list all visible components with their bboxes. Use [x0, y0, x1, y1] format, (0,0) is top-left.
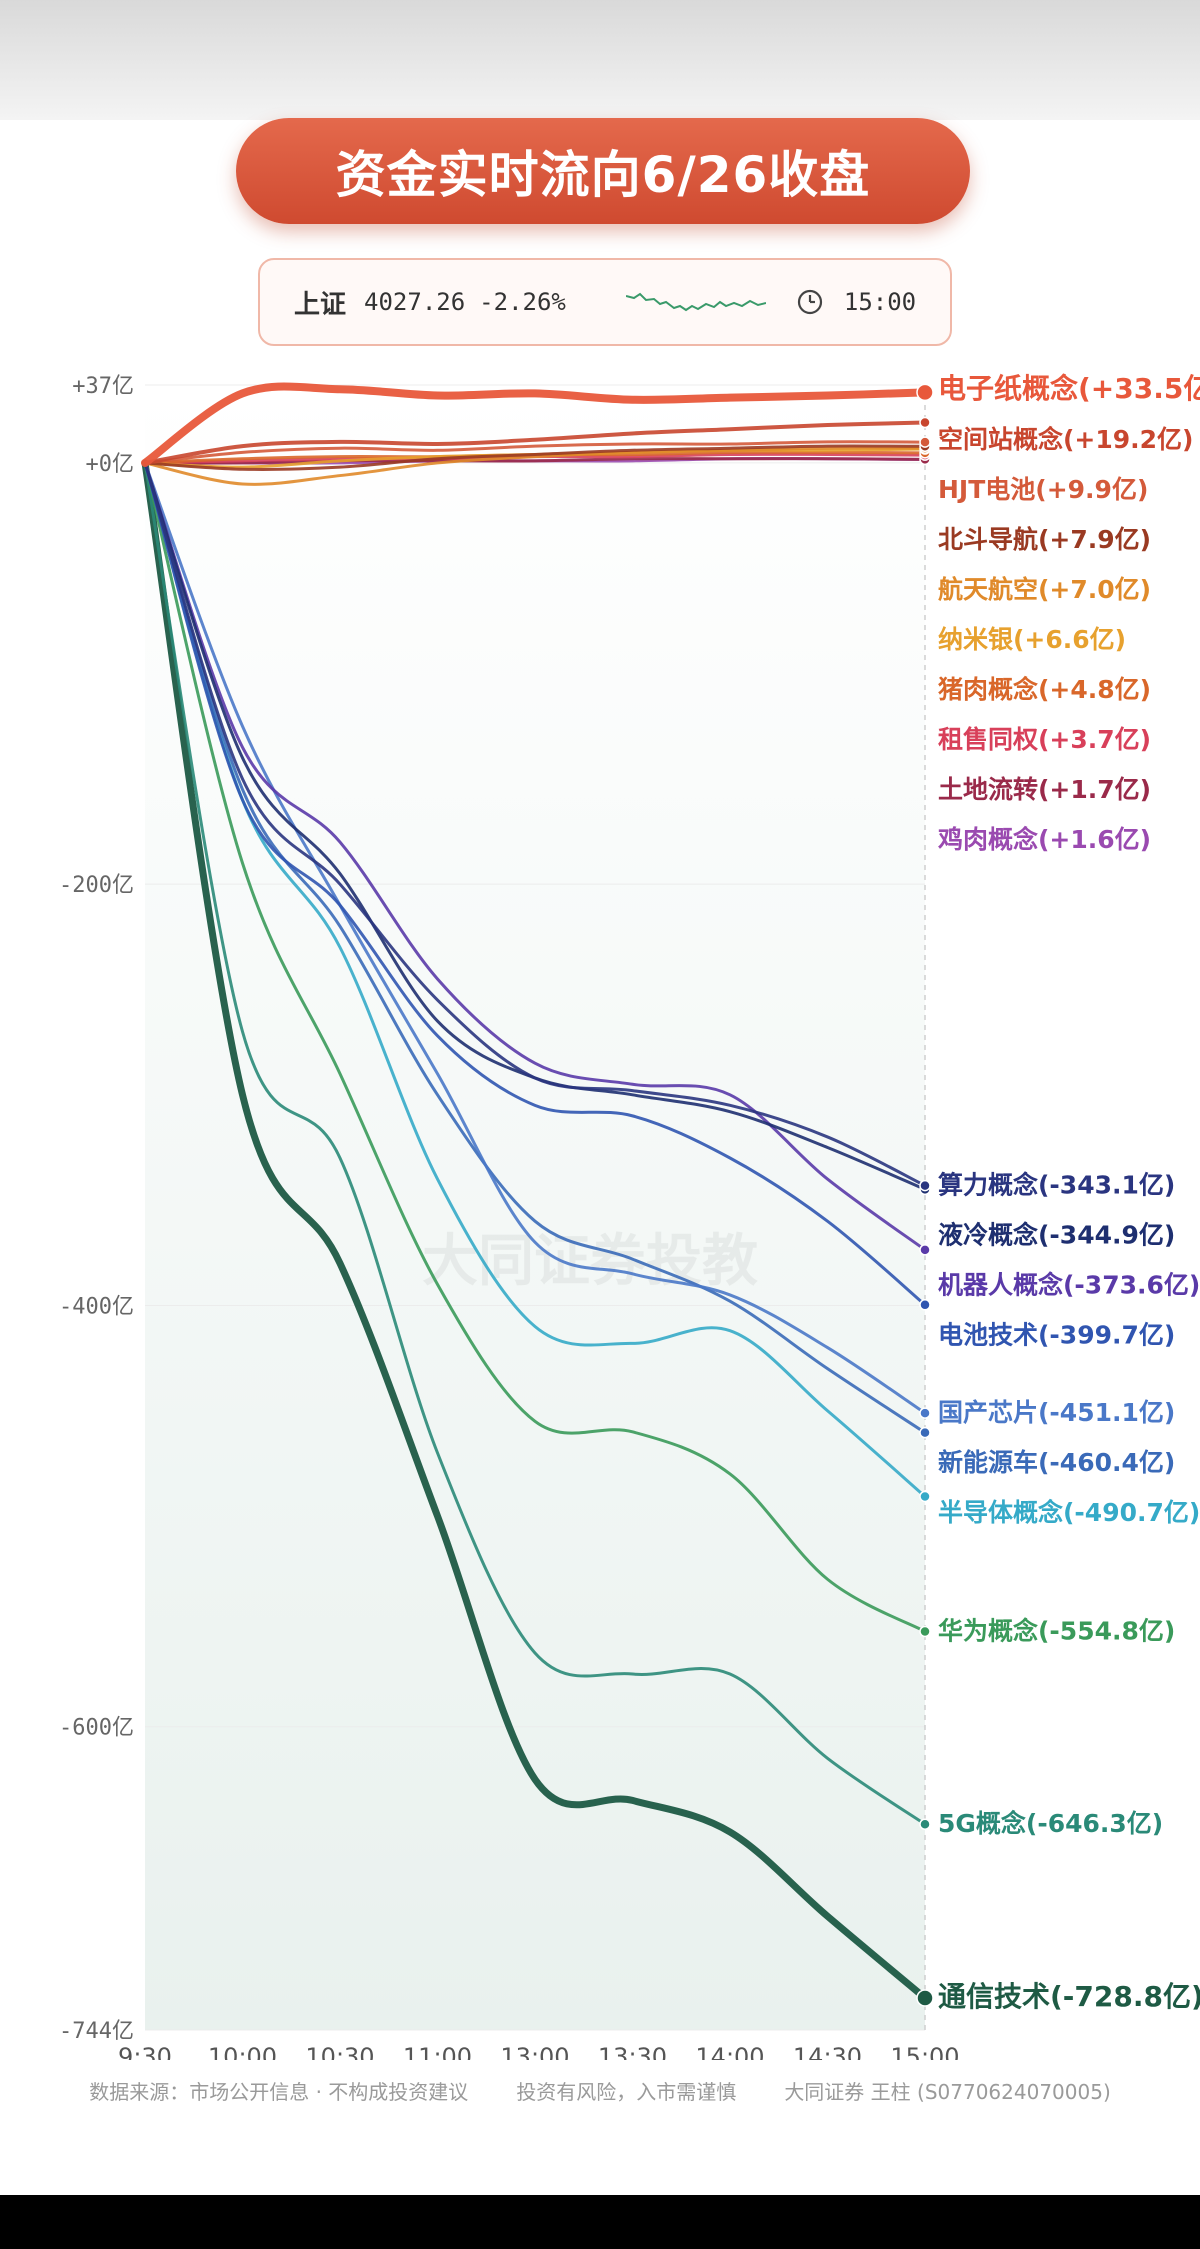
- series-line: [143, 457, 927, 465]
- series-label: 猪肉概念(+4.8亿): [938, 675, 1151, 704]
- series-label: 租售同权(+3.7亿): [938, 725, 1151, 754]
- series-line: [143, 444, 927, 471]
- series-label: 航天航空(+7.0亿): [938, 575, 1151, 604]
- x-tick-label: 10:00: [208, 2043, 277, 2060]
- x-tick-label: 14:30: [793, 2043, 862, 2060]
- series-line: [141, 459, 929, 2002]
- y-tick-label: -744亿: [59, 2019, 134, 2044]
- status-bar-area: [0, 0, 1200, 120]
- series-end-point: [919, 1625, 931, 1638]
- series-label: 新能源车(-460.4亿): [938, 1448, 1175, 1477]
- series-line: [143, 461, 927, 1252]
- series-label: 华为概念(-554.8亿): [938, 1616, 1175, 1645]
- clock-icon: [797, 289, 822, 315]
- series-label: 算力概念(-343.1亿): [938, 1171, 1175, 1200]
- y-tick-label: -400亿: [59, 1294, 134, 1319]
- series-label: 电池技术(-399.7亿): [938, 1321, 1175, 1350]
- series-line: [143, 461, 927, 1188]
- watermark: 大同证券投教: [422, 1229, 758, 1294]
- footer: 数据来源：市场公开信息 · 不构成投资建议 投资有风险，入市需谨慎 大同证券 王…: [0, 2070, 1200, 2110]
- series-label: 北斗导航(+7.9亿): [938, 525, 1151, 554]
- series-label: 空间站概念(+19.2亿): [938, 425, 1193, 454]
- series-line: [141, 382, 929, 467]
- series-end-point: [916, 383, 934, 402]
- index-change: -2.26%: [479, 288, 566, 316]
- series-label: HJT电池(+9.9亿): [938, 475, 1148, 504]
- series-line: [143, 446, 927, 486]
- x-tick-label: 13:30: [598, 2043, 667, 2060]
- series-line: [143, 461, 927, 1307]
- series-line: [143, 461, 927, 1826]
- series-label: 土地流转(+1.7亿): [938, 775, 1151, 804]
- index-value: 4027.26: [364, 288, 466, 316]
- series-line: [143, 420, 927, 465]
- series-end-point: [919, 436, 931, 448]
- series-label: 鸡肉概念(+1.6亿): [937, 825, 1151, 854]
- series-label: 机器人概念(-373.6亿): [938, 1271, 1200, 1300]
- series-end-point: [919, 1490, 931, 1503]
- series-end-point: [919, 1426, 931, 1439]
- x-tick-label: 15:00: [890, 2043, 959, 2060]
- series-line: [143, 461, 927, 1191]
- series-end-point: [919, 416, 931, 429]
- series-label: 国产芯片(-451.1亿): [938, 1398, 1175, 1427]
- series-label: 5G概念(-646.3亿): [938, 1809, 1163, 1838]
- y-tick-label: +0亿: [86, 452, 135, 477]
- series-end-point: [916, 1989, 934, 2007]
- series-line: [143, 440, 927, 465]
- y-tick-label: +37亿: [72, 374, 134, 399]
- series-label: 液冷概念(-344.9亿): [938, 1221, 1175, 1250]
- x-tick-label: 13:00: [500, 2043, 569, 2060]
- footer-author: 大同证券 王柱 (S0770624070005): [784, 2079, 1111, 2104]
- y-tick-label: -200亿: [59, 873, 134, 898]
- series-label: 电子纸概念(+33.5亿): [938, 372, 1200, 405]
- series-label: 纳米银(+6.6亿): [938, 625, 1126, 654]
- x-tick-label: 10:30: [305, 2043, 374, 2060]
- index-ticker[interactable]: 上证 4027.26 -2.26% 15:00: [258, 258, 952, 346]
- footer-risk: 投资有风险，入市需谨慎: [516, 2079, 737, 2104]
- footer-source: 数据来源：市场公开信息 · 不构成投资建议: [89, 2079, 469, 2104]
- series-label: 半导体概念(-490.7亿): [938, 1498, 1200, 1527]
- series-end-point: [919, 1179, 931, 1192]
- series-end-point: [919, 1244, 931, 1256]
- series-line: [143, 461, 927, 1633]
- series-line: [143, 461, 927, 1415]
- x-tick-label: 9:30: [118, 2043, 172, 2060]
- series-end-point: [919, 1299, 931, 1311]
- navigation-bar: [0, 2195, 1200, 2249]
- sparkline-icon: [625, 292, 766, 312]
- series-label: 通信技术(-728.8亿): [938, 1980, 1200, 2013]
- series-end-point: [919, 1407, 931, 1419]
- x-tick-label: 11:00: [403, 2043, 472, 2060]
- x-tick-label: 14:00: [695, 2043, 764, 2060]
- index-name: 上证: [294, 289, 347, 320]
- plot-area: [145, 385, 925, 2030]
- ticker-time: 15:00: [843, 288, 917, 316]
- page-title: 资金实时流向6/26收盘: [236, 118, 970, 224]
- series-end-point: [919, 1818, 931, 1830]
- y-tick-label: -600亿: [59, 1716, 134, 1741]
